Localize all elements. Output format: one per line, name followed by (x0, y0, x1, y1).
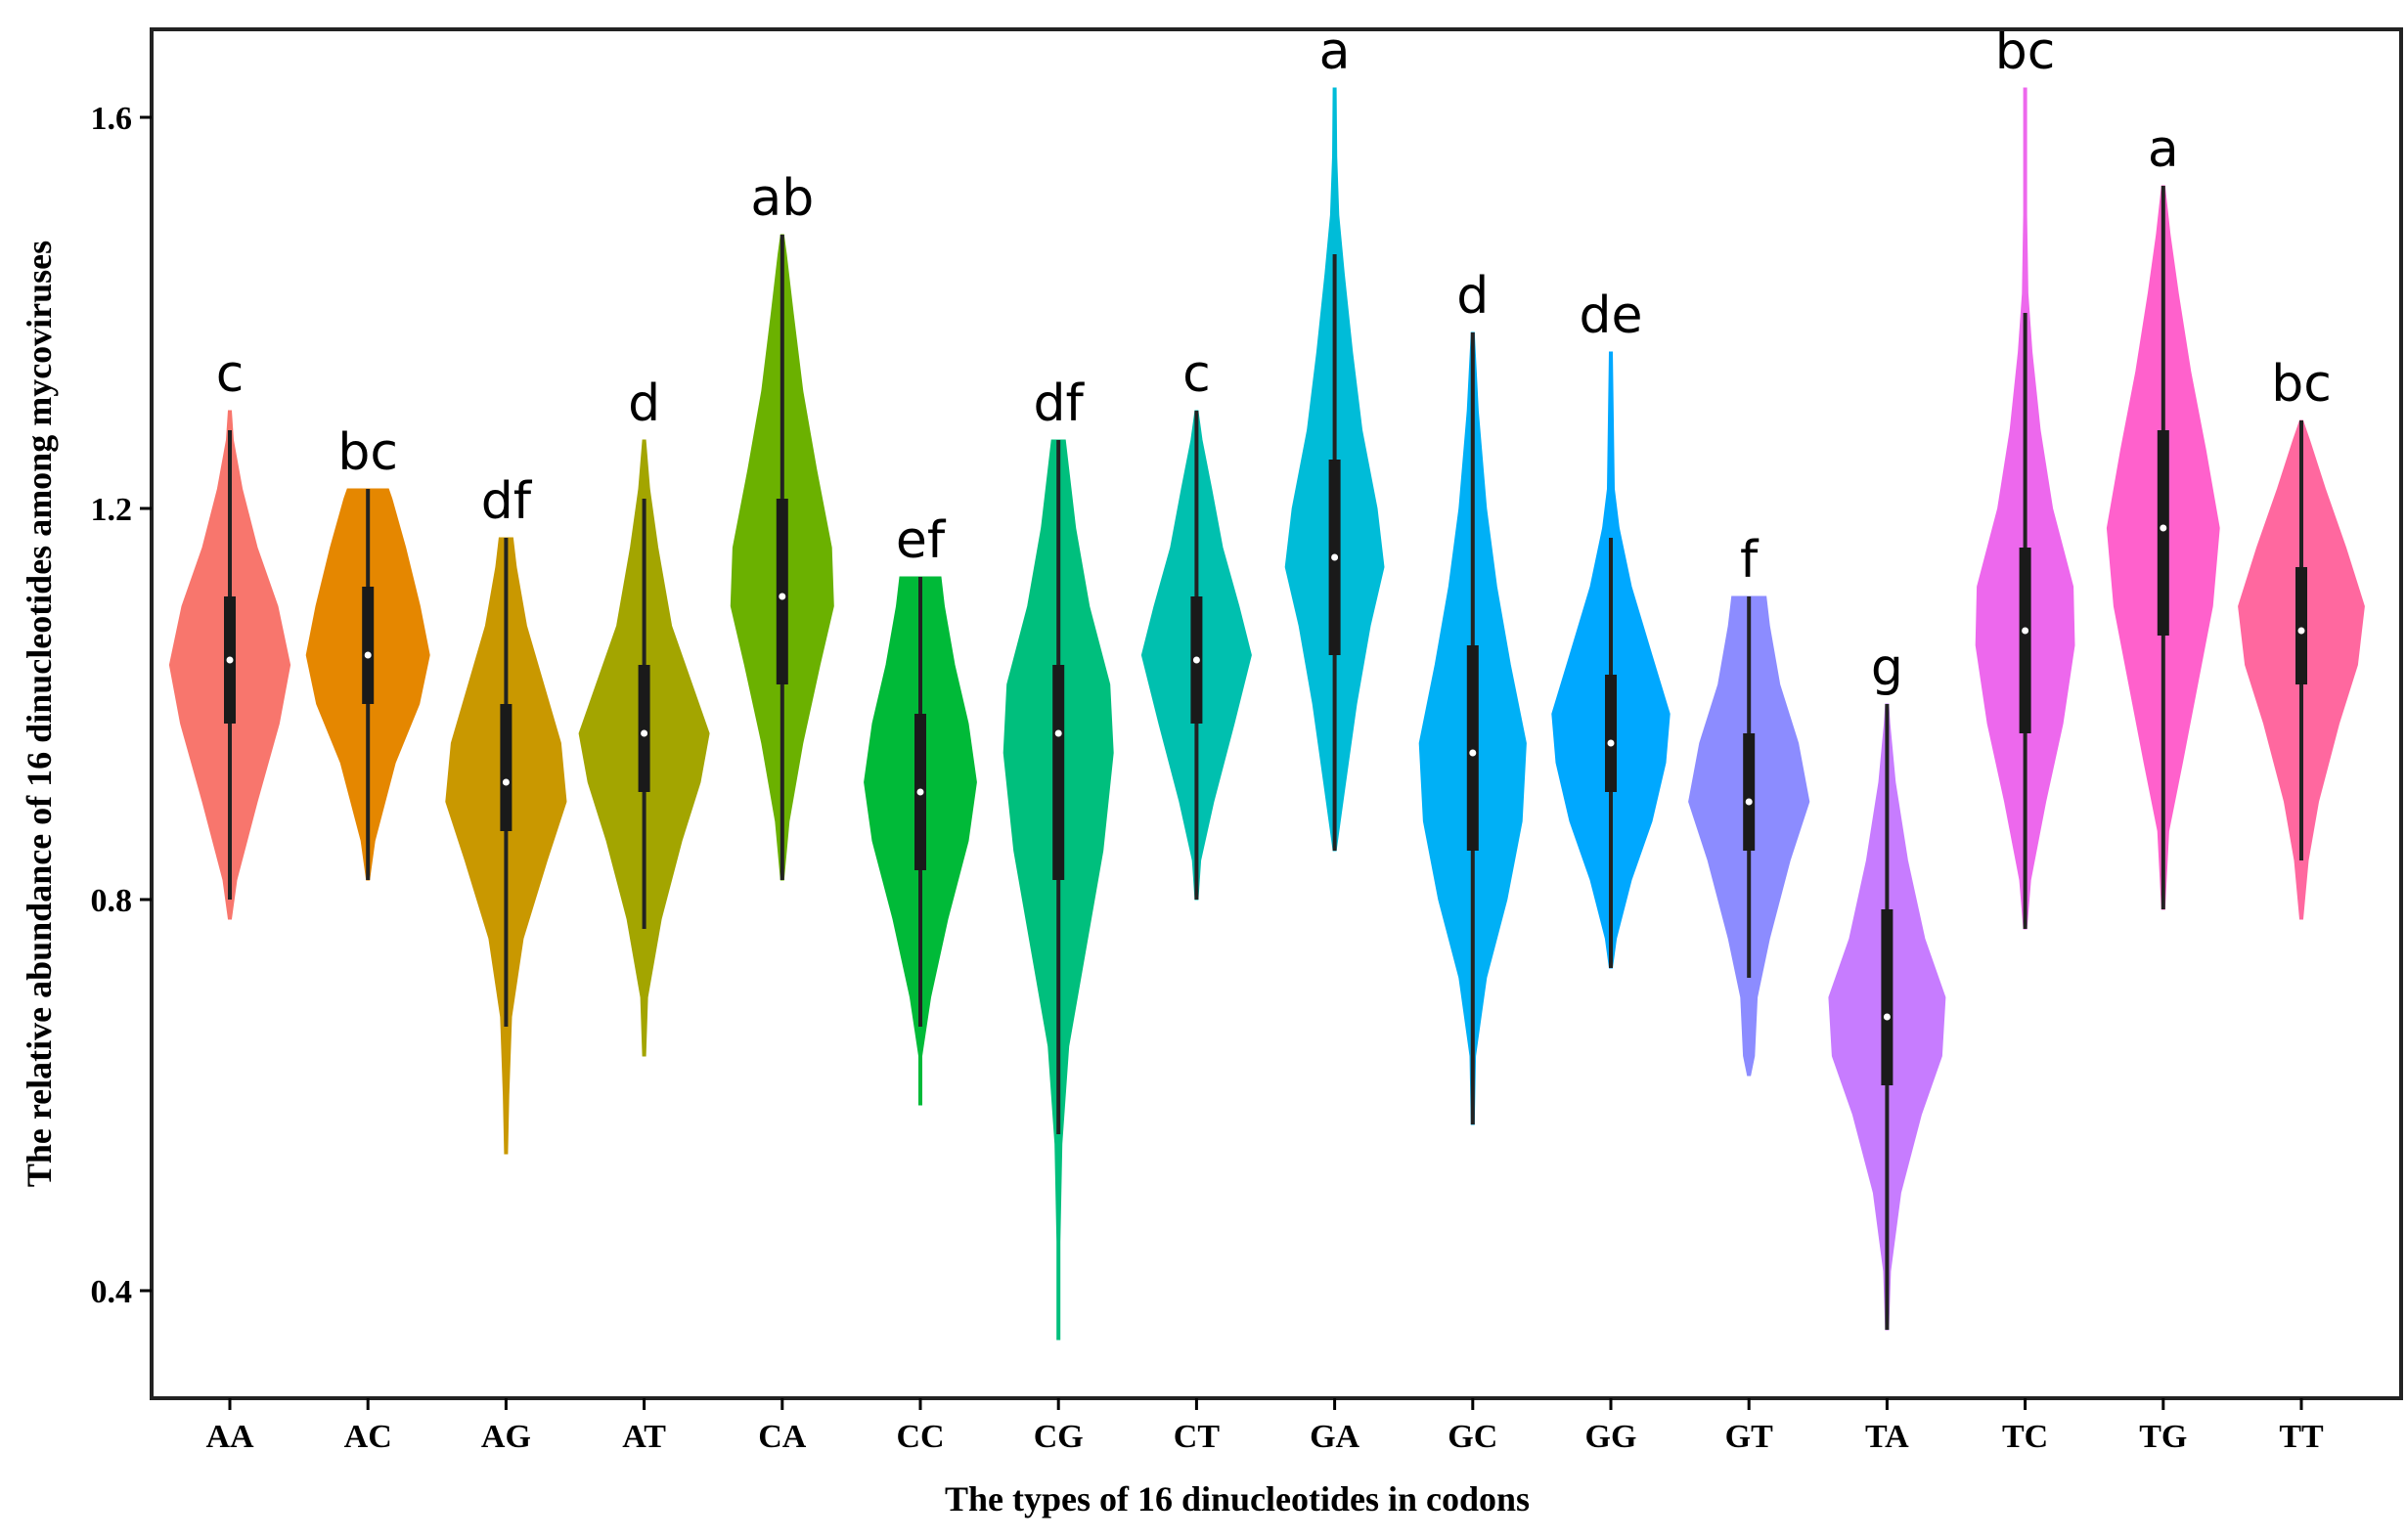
iqr-box-tt (2295, 567, 2307, 684)
y-axis: 0.4 0.8 1.2 1.6 (91, 101, 152, 1310)
x-tick-label-at: AT (622, 1419, 666, 1455)
iqr-box-tc (2019, 548, 2031, 733)
iqr-box-gg (1605, 675, 1617, 792)
iqr-box-gt (1743, 733, 1756, 851)
x-tick-label-gt: GT (1725, 1419, 1773, 1455)
median-dot-ca (779, 593, 786, 600)
y-axis-title: The relative abundance of 16 dinucleotid… (20, 241, 59, 1187)
x-axis-title: The types of 16 dinucleotides in codons (945, 1479, 1530, 1518)
x-tick-label-ct: CT (1174, 1419, 1221, 1455)
iqr-box-ca (776, 499, 788, 684)
significance-letter-ag: df (481, 472, 533, 531)
iqr-box-tg (2157, 430, 2169, 636)
significance-letter-ac: bc (337, 423, 398, 482)
significance-letter-at: d (628, 374, 660, 433)
x-tick-label-gg: GG (1585, 1419, 1637, 1455)
median-dot-aa (226, 656, 234, 664)
x-tick-label-ag: AG (481, 1419, 531, 1455)
median-dot-gc (1469, 749, 1477, 757)
iqr-box-cg (1052, 665, 1065, 880)
x-tick-label-tc: TC (2002, 1419, 2048, 1455)
significance-letter-cc: ef (896, 511, 947, 570)
median-dot-cc (916, 788, 924, 796)
median-dot-cg (1054, 729, 1062, 737)
median-dot-ga (1331, 553, 1339, 561)
y-tick-label: 1.2 (91, 492, 133, 528)
iqr-box-at (638, 665, 650, 792)
y-tick-label: 1.6 (91, 101, 133, 137)
median-dot-tc (2022, 627, 2029, 635)
median-dot-gg (1607, 739, 1615, 747)
median-dot-ag (502, 778, 510, 786)
x-tick-label-tt: TT (2279, 1419, 2324, 1455)
significance-letter-gc: d (1456, 267, 1489, 326)
x-tick-label-tg: TG (2139, 1419, 2187, 1455)
x-tick-label-cg: CG (1034, 1419, 1084, 1455)
median-dot-tt (2297, 627, 2305, 635)
x-tick-label-ga: GA (1310, 1419, 1359, 1455)
x-tick-label-aa: AA (205, 1419, 254, 1455)
significance-letter-aa: c (216, 345, 245, 404)
significance-letter-tt: bc (2271, 355, 2332, 414)
median-dot-ct (1192, 656, 1200, 664)
median-dot-ta (1883, 1013, 1891, 1021)
y-tick-label: 0.8 (91, 883, 133, 919)
significance-letter-gt: f (1740, 531, 1760, 590)
significance-letter-tg: a (2148, 120, 2179, 179)
median-dot-at (641, 729, 648, 737)
violin-layer (168, 87, 2365, 1341)
x-tick-label-cc: CC (896, 1419, 944, 1455)
median-dot-ac (364, 651, 372, 659)
iqr-box-ac (362, 587, 375, 704)
x-tick-label-gc: GC (1448, 1419, 1497, 1455)
x-tick-label-ta: TA (1865, 1419, 1909, 1455)
iqr-box-ag (500, 704, 512, 831)
significance-letter-ga: a (1319, 22, 1351, 81)
y-tick-label: 0.4 (91, 1274, 133, 1310)
significance-letter-tc: bc (1995, 22, 2056, 81)
median-dot-gt (1745, 798, 1753, 806)
significance-letter-ta: g (1871, 638, 1903, 697)
significance-letter-ca: ab (750, 169, 814, 228)
significance-letter-ct: c (1182, 345, 1211, 404)
x-tick-label-ca: CA (758, 1419, 807, 1455)
significance-letter-layer: c bc df d ab ef df c a d de f g bc a bc (216, 22, 2332, 697)
x-tick-label-ac: AC (344, 1419, 392, 1455)
iqr-box-ta (1881, 909, 1894, 1085)
iqr-box-gc (1466, 645, 1479, 851)
significance-letter-cg: df (1034, 374, 1086, 433)
median-dot-tg (2160, 524, 2167, 532)
plot-panel-border (150, 27, 2403, 1400)
significance-letter-gg: de (1580, 286, 1643, 345)
x-axis: AA AC AG AT CA CC CG CT GA GC GG GT TA TC TG TT (205, 1398, 2324, 1455)
